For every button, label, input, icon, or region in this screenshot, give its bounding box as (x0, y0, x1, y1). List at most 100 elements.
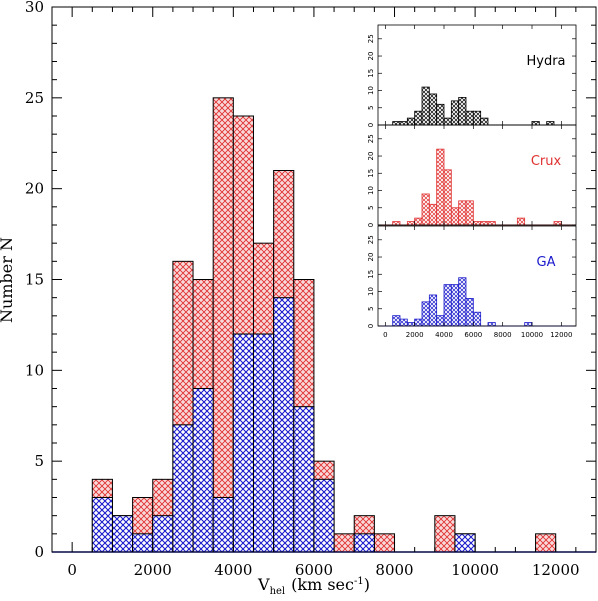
inset-bar-crux (428, 203, 438, 226)
inset-y-tick-label: 10 (367, 186, 375, 195)
blue-bar (212, 497, 234, 553)
inset-bar-ga (421, 301, 430, 327)
inset-y-tick-label: 10 (367, 287, 375, 296)
inset-bar-ga (524, 322, 533, 327)
y-tick-label: 0 (34, 543, 44, 561)
inset-y-tick-label: 20 (367, 253, 375, 262)
inset-bar-hydra (421, 86, 430, 126)
inset-bar-ga (436, 315, 445, 327)
x-axis-title-sub: hel (270, 586, 286, 597)
inset-bar-crux (392, 221, 401, 226)
x-tick-label: 2000 (134, 561, 172, 579)
inset-bar-hydra (531, 121, 540, 126)
y-tick-label: 30 (25, 0, 44, 16)
inset-y-tick-label: 15 (367, 69, 375, 78)
inset-y-tick-label: 25 (367, 34, 375, 43)
blue-bar (111, 515, 134, 553)
x-tick-label: 12000 (532, 561, 580, 579)
blue-bar (293, 406, 315, 553)
inset-bar-crux (406, 221, 416, 226)
inset-x-tick-label: 6000 (464, 331, 482, 339)
y-tick-label: 25 (25, 89, 44, 107)
inset-bar-ga (414, 318, 423, 327)
inset-y-tick-label: 5 (367, 106, 375, 110)
inset-y-tick-label: 0 (367, 324, 375, 328)
inset-x-tick-label: 10000 (521, 331, 543, 339)
x-tick-label: 4000 (214, 561, 252, 579)
x-axis-title-main: V (257, 575, 270, 594)
inset-bar-crux (487, 221, 496, 226)
inset-bar-hydra (480, 117, 489, 126)
inset-x-tick-label: 12000 (550, 331, 572, 339)
x-axis-title: Vhel (km sec-1) (257, 575, 370, 597)
inset-bar-crux (480, 221, 489, 226)
inset-panel-label-ga: GA (537, 255, 556, 270)
y-tick-label: 10 (25, 361, 44, 379)
blue-bar (353, 533, 375, 553)
inset-panel-label-crux: Crux (531, 154, 562, 169)
total-bar (333, 533, 355, 553)
total-bar (535, 533, 557, 553)
inset-bar-hydra (546, 121, 555, 126)
inset-bar-ga (472, 311, 482, 327)
inset-bar-ga (487, 322, 496, 327)
inset-bar-crux (458, 200, 467, 226)
inset-bar-crux (436, 148, 445, 226)
x-axis-title-units: (km sec (291, 575, 354, 594)
inset-bar-hydra (472, 110, 482, 126)
inset-bar-ga (399, 318, 408, 327)
inset-bar-hydra (436, 103, 445, 126)
blue-bar (232, 333, 254, 553)
inset-bar-hydra (392, 121, 401, 126)
inset-bar-crux (421, 193, 430, 226)
x-tick-label: 0 (67, 561, 77, 579)
inset-x-tick-label: 2000 (406, 331, 424, 339)
inset-frame (377, 124, 577, 226)
inset-panels: 0 5 10 15 20 25 Hydra 0 5 10 15 20 25 Crux 0 5 10 15 20 25 G… (367, 24, 577, 339)
inset-bar-crux (516, 217, 526, 226)
inset-x-tick-label: 8000 (494, 331, 512, 339)
inset-y-tick-label: 5 (367, 206, 375, 210)
blue-bar (454, 533, 476, 553)
x-tick-label: 8000 (375, 561, 413, 579)
total-bar (212, 97, 234, 553)
inset-y-tick-label: 10 (367, 86, 375, 95)
inset-panel-label-hydra: Hydra (526, 54, 565, 69)
inset-bar-hydra (443, 117, 452, 126)
inset-y-tick-label: 15 (367, 270, 375, 279)
blue-bar (91, 497, 113, 553)
inset-bar-crux (553, 221, 562, 226)
total-bar (373, 533, 396, 553)
inset-bar-ga (428, 294, 438, 327)
inset-frame (377, 225, 577, 327)
x-tick-label: 10000 (451, 561, 499, 579)
blue-bar (313, 478, 335, 553)
blue-bar (152, 515, 174, 553)
inset-bar-crux (472, 221, 482, 226)
inset-bar-crux (465, 200, 474, 226)
y-tick-label: 20 (25, 180, 44, 198)
inset-bar-ga (450, 284, 460, 327)
blue-bar (132, 533, 154, 553)
inset-x-tick-label: 4000 (435, 331, 453, 339)
blue-bar (273, 297, 295, 553)
main-histogram-bars (52, 97, 596, 553)
inset-bar-ga (465, 298, 474, 327)
inset-bar-crux (450, 207, 460, 226)
inset-y-tick-label: 25 (367, 134, 375, 143)
inset-bar-crux (414, 217, 423, 226)
y-tick-label: 15 (25, 271, 44, 289)
inset-bar-hydra (450, 100, 460, 126)
inset-bar-hydra (406, 117, 416, 126)
inset-bar-ga (406, 322, 416, 327)
inset-bar-hydra (414, 110, 423, 126)
inset-y-tick-label: 15 (367, 169, 375, 178)
inset-bar-hydra (458, 97, 467, 126)
inset-bar-ga (458, 277, 467, 327)
y-axis-title: Number N (0, 237, 16, 323)
inset-y-tick-label: 5 (367, 307, 375, 311)
total-bar (434, 515, 456, 553)
blue-bar (172, 424, 194, 553)
